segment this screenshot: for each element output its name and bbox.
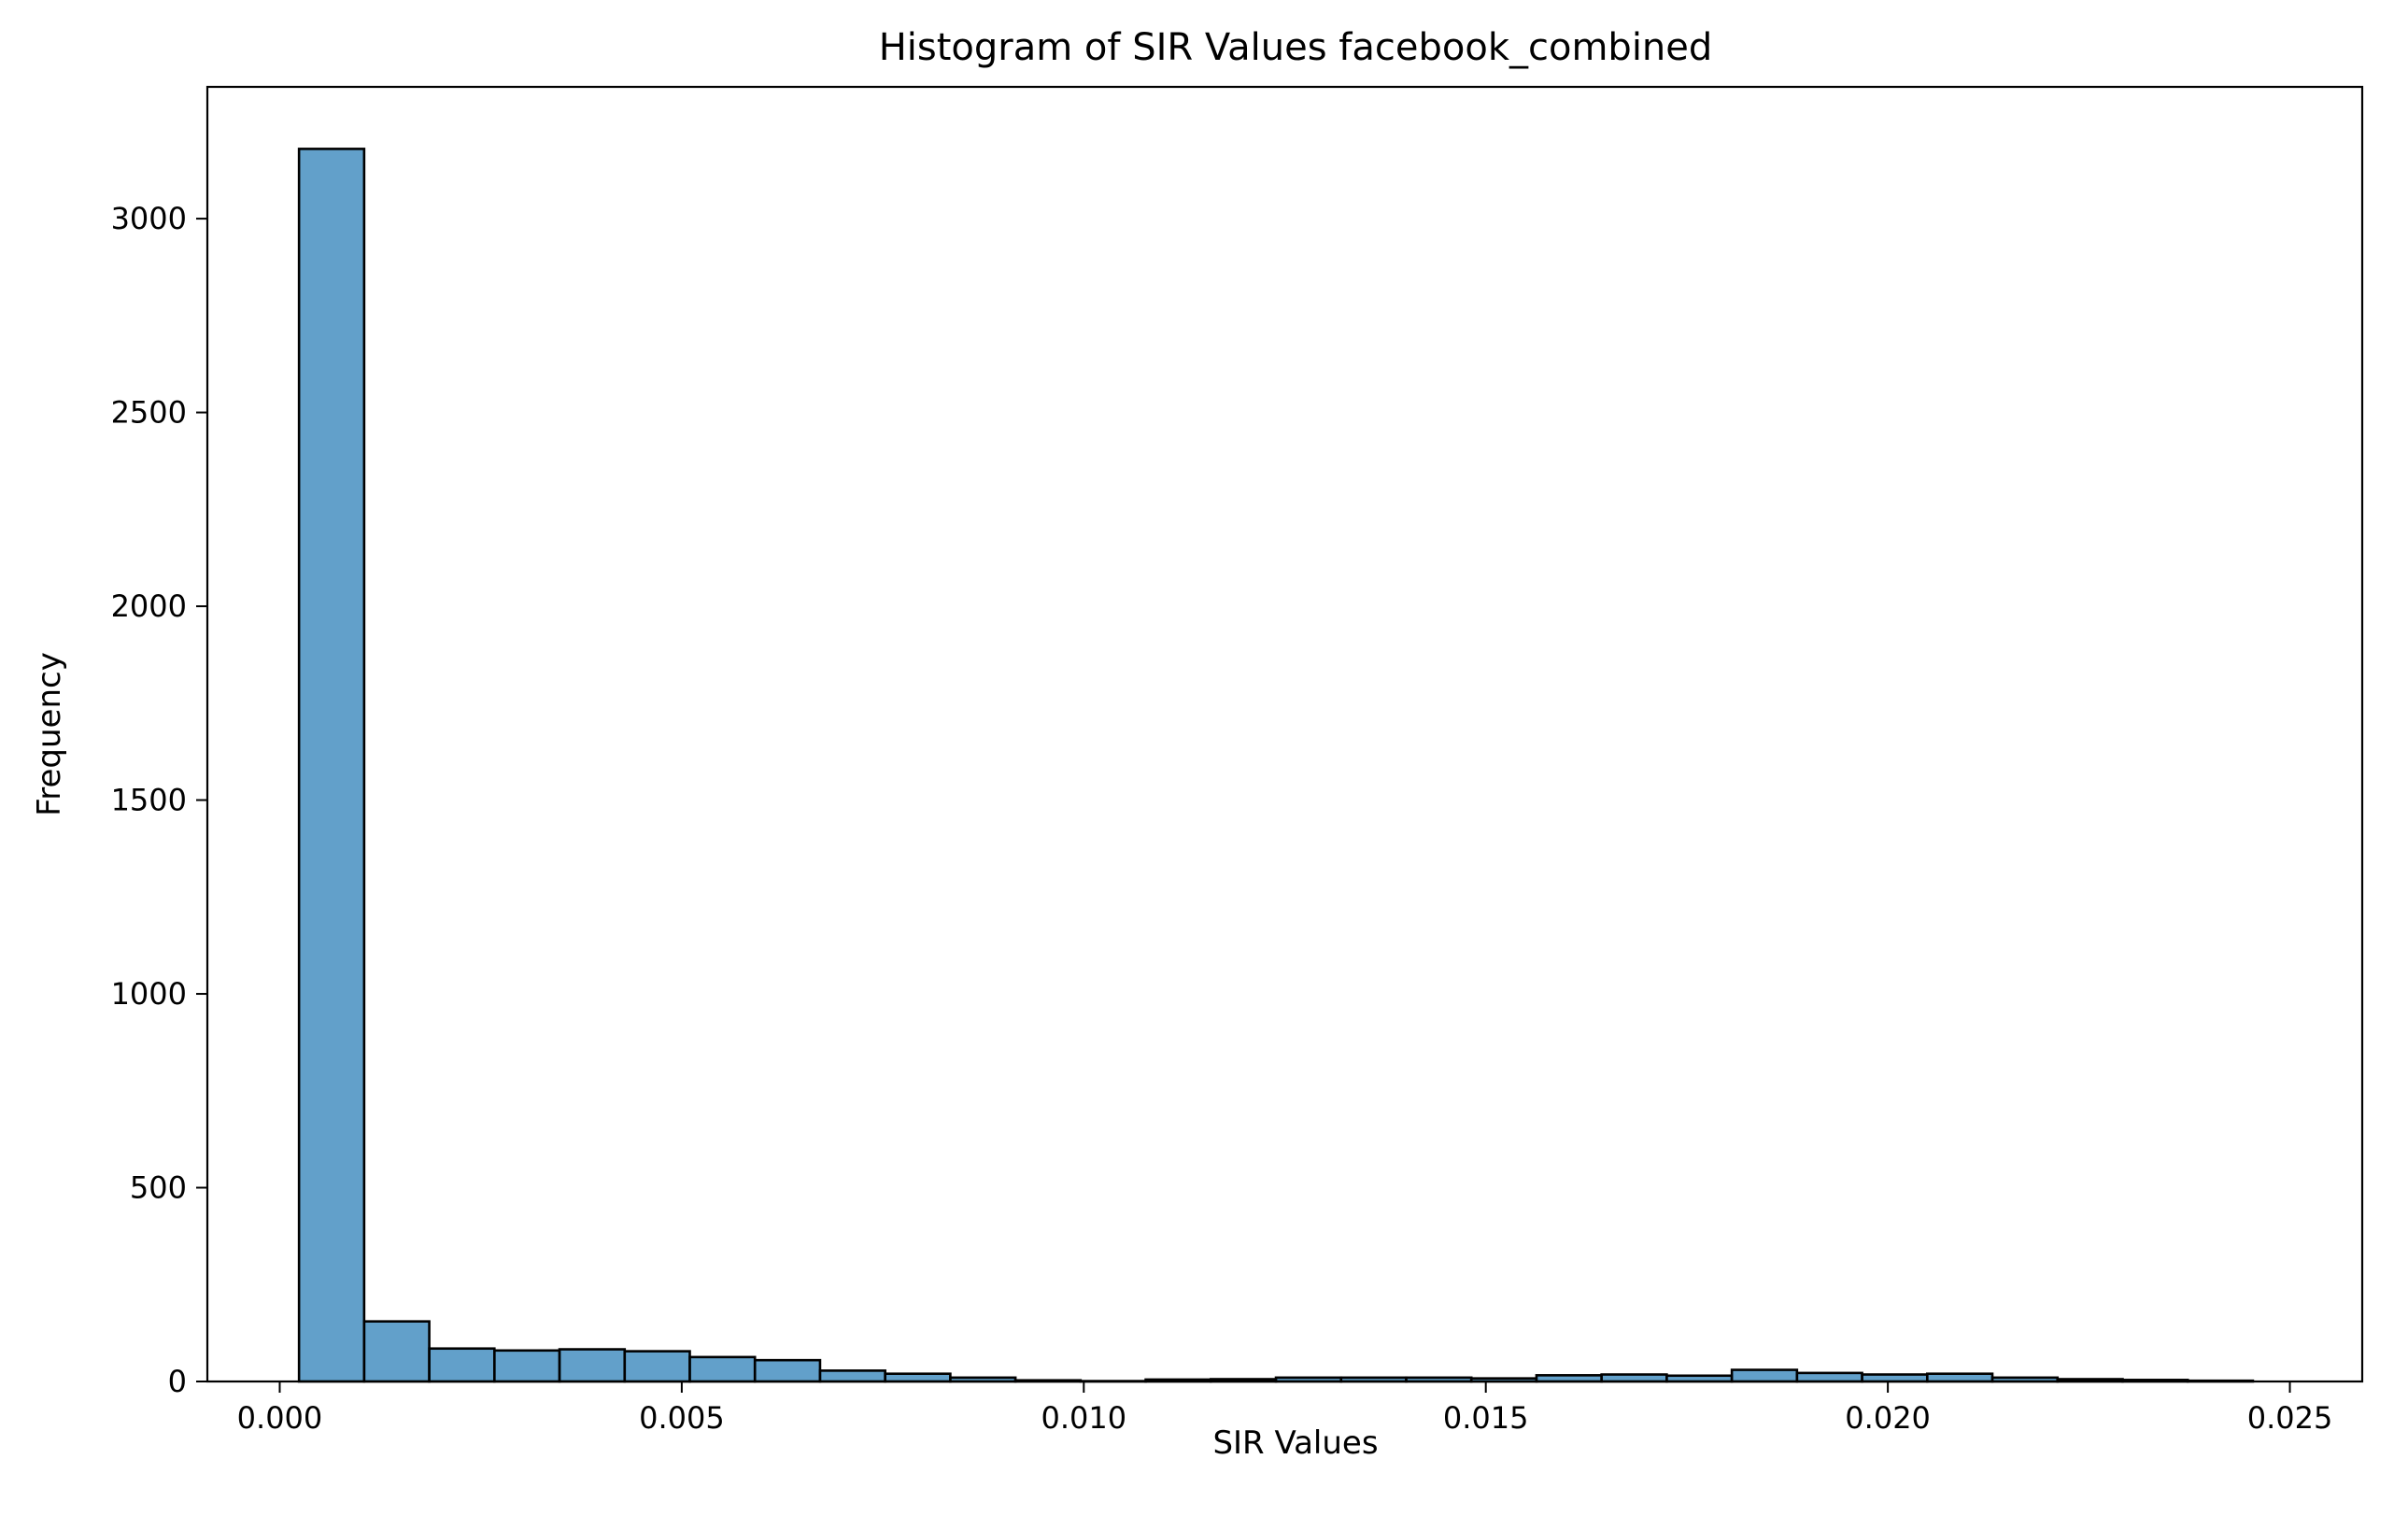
y-tick-label: 2500 [111,395,187,431]
histogram-bar [623,1350,691,1383]
bars-group [297,148,2255,1383]
y-tick-label: 2000 [111,588,187,624]
x-tick-label: 0.005 [639,1400,725,1436]
histogram-bar [1795,1371,1863,1383]
histogram-bar [1925,1372,1994,1383]
x-tick-label: 0.010 [1041,1400,1126,1436]
y-tick-label: 500 [130,1170,187,1206]
y-tick-label: 0 [168,1364,187,1399]
histogram-bar [688,1355,757,1383]
histogram-bar [1730,1368,1799,1383]
histogram-bar [818,1369,886,1383]
y-tick-label: 1500 [111,783,187,818]
x-tick-label: 0.015 [1443,1400,1529,1436]
histogram-bar [753,1358,822,1383]
y-tick-label: 3000 [111,201,187,236]
histogram-bar [493,1349,561,1383]
y-axis-label: Frequency [31,652,68,816]
histogram-bar [558,1348,627,1383]
histogram-bar [362,1320,431,1383]
y-tick-label: 1000 [111,976,187,1012]
x-axis-label: SIR Values [1212,1424,1378,1462]
histogram-bar [1600,1373,1668,1383]
histogram-bar [1861,1373,1929,1383]
x-axis: 0.000 0.005 0.010 0.015 0.020 0.025 [237,1381,2333,1436]
x-tick-label: 0.025 [2247,1400,2333,1436]
x-tick-label: 0.020 [1845,1400,1931,1436]
histogram-bar [428,1347,496,1383]
x-tick-label: 0.000 [237,1400,323,1436]
y-axis: 0 500 1000 1500 2000 2500 3000 [111,201,207,1399]
chart-title: Histogram of SIR Values facebook_combine… [879,26,1713,69]
histogram-bar [884,1372,952,1383]
plot-frame [205,85,2364,1383]
histogram-bar [297,148,366,1383]
